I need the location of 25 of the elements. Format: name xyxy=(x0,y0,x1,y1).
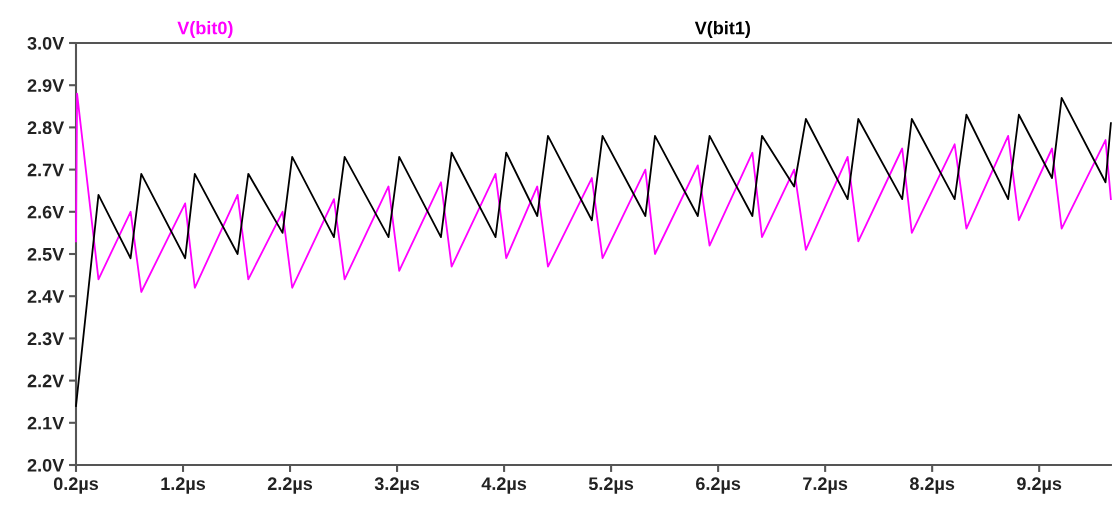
x-tick-label: 0.2µs xyxy=(53,477,99,494)
text: V(bit0) xyxy=(177,21,233,38)
x-tick-label: 7.2µs xyxy=(803,477,848,494)
y-tick-label: 2.0V xyxy=(27,458,65,472)
x-tick-label: 4.2µs xyxy=(481,477,527,494)
y-tick-label: 2.4V xyxy=(27,290,65,303)
y-tick-label: 2.6V xyxy=(27,205,65,219)
y-tick-label: 2.1V xyxy=(27,416,65,430)
x-tick-label: 2.2µs xyxy=(267,477,313,494)
line-series xyxy=(75,96,1112,407)
y-tick-label: 2.8V xyxy=(27,121,65,135)
y-tick-label: 2.9V xyxy=(27,79,65,92)
x-tick-label: 8.2µs xyxy=(909,477,955,494)
x-tick-label: 5.2µs xyxy=(588,477,634,494)
x-tick-label: 9.2µs xyxy=(1017,477,1062,494)
y-tick-label: 2.7V xyxy=(27,163,65,177)
x-tick-label: 1.2µs xyxy=(161,477,206,494)
line-series xyxy=(75,92,1112,293)
x-tick-label: 6.2µs xyxy=(696,477,741,494)
y-tick-label: 2.3V xyxy=(27,332,65,346)
y-tick-label: 3.0V xyxy=(27,36,65,50)
y-tick-label: 2.5V xyxy=(27,247,65,261)
y-tick-label: 2.2V xyxy=(27,374,65,388)
x-tick-label: 3.2µs xyxy=(374,477,420,494)
text: V(bit1) xyxy=(694,21,750,38)
